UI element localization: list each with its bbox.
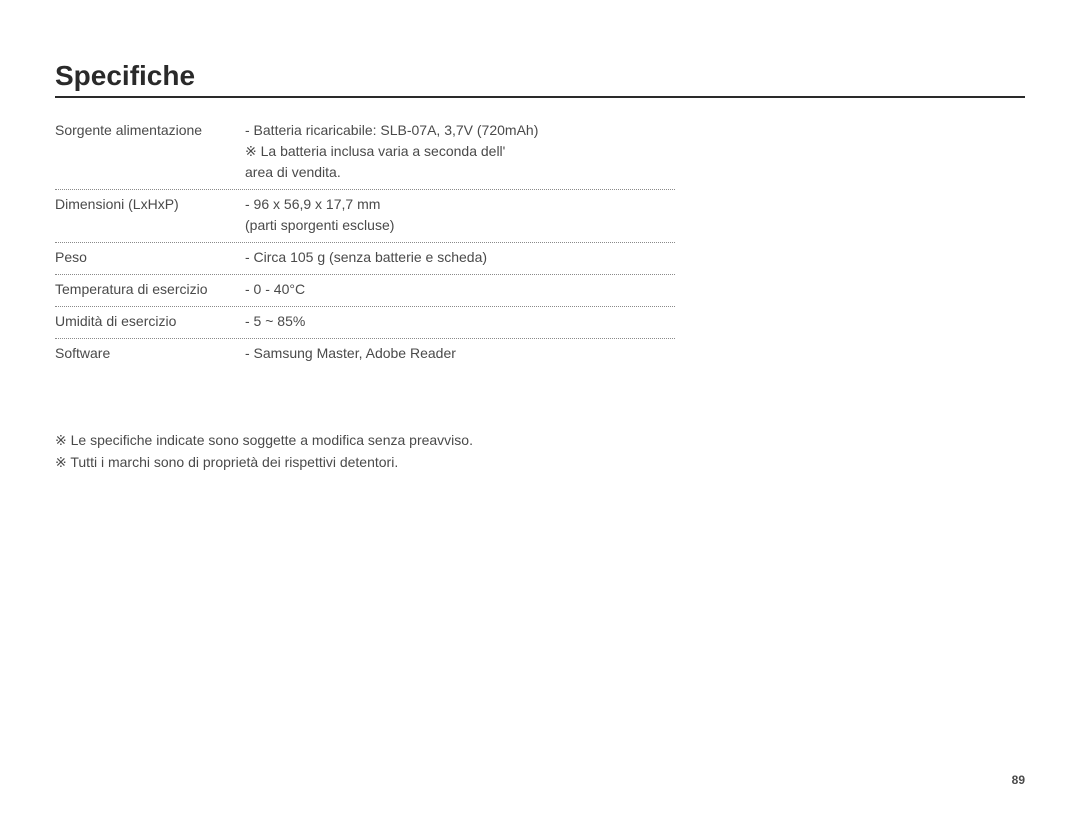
spec-value: - 5 ~ 85% [245,311,675,332]
spec-row-humidity: Umidità di esercizio - 5 ~ 85% [55,307,675,339]
specifications-table: Sorgente alimentazione - Batteria ricari… [55,116,675,370]
spec-label: Software [55,343,245,364]
manual-page: Specifiche Sorgente alimentazione - Batt… [0,0,1080,815]
spec-value: - 0 - 40°C [245,279,675,300]
page-number: 89 [1012,773,1025,787]
spec-row-software: Software - Samsung Master, Adobe Reader [55,339,675,370]
spec-label: Dimensioni (LxHxP) [55,194,245,236]
spec-row-weight: Peso - Circa 105 g (senza batterie e sch… [55,243,675,275]
spec-row-dimensions: Dimensioni (LxHxP) - 96 x 56,9 x 17,7 mm… [55,190,675,243]
spec-row-temperature: Temperatura di esercizio - 0 - 40°C [55,275,675,307]
spec-label: Sorgente alimentazione [55,120,245,183]
spec-label: Peso [55,247,245,268]
spec-label: Temperatura di esercizio [55,279,245,300]
spec-value: - Batteria ricaricabile: SLB-07A, 3,7V (… [245,120,675,183]
page-title: Specifiche [55,60,1025,98]
footnotes: ※ Le specifiche indicate sono soggette a… [55,430,1025,473]
footnote-line: ※ Tutti i marchi sono di proprietà dei r… [55,452,1025,474]
spec-value: - 96 x 56,9 x 17,7 mm (parti sporgenti e… [245,194,675,236]
spec-value: - Samsung Master, Adobe Reader [245,343,675,364]
footnote-line: ※ Le specifiche indicate sono soggette a… [55,430,1025,452]
spec-value: - Circa 105 g (senza batterie e scheda) [245,247,675,268]
spec-row-power: Sorgente alimentazione - Batteria ricari… [55,116,675,190]
spec-label: Umidità di esercizio [55,311,245,332]
